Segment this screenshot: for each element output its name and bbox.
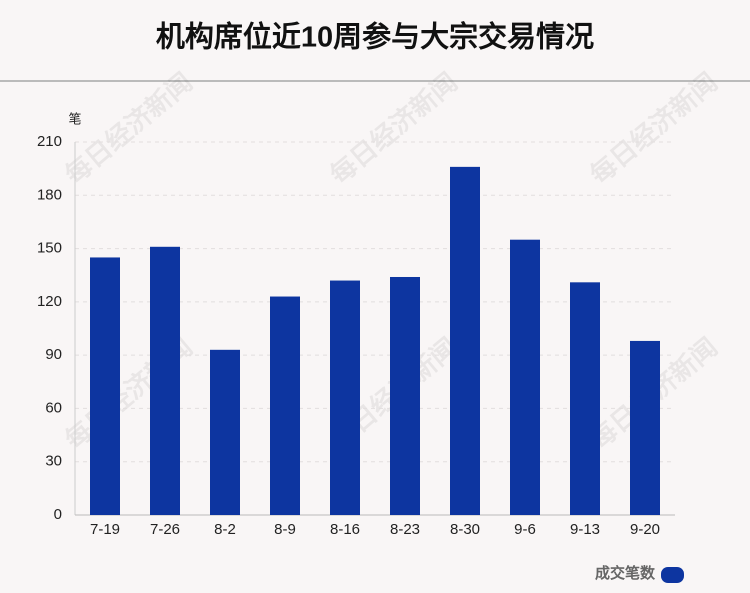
x-tick-label: 8-2 — [214, 521, 236, 538]
legend-swatch — [661, 567, 684, 583]
y-tick-label: 180 — [37, 186, 62, 203]
y-tick-label: 60 — [45, 399, 62, 416]
x-tick-label: 8-23 — [390, 521, 420, 538]
legend-label: 成交笔数 — [595, 564, 656, 582]
bar — [510, 239, 540, 515]
bar — [270, 296, 300, 515]
y-axis-unit: 笔 — [68, 111, 81, 126]
x-tick-label: 8-9 — [274, 521, 296, 538]
y-tick-label: 0 — [54, 506, 62, 523]
x-tick-label: 8-30 — [450, 521, 480, 538]
x-tick-label: 7-26 — [150, 521, 180, 538]
chart-title: 机构席位近10周参与大宗交易情况 — [156, 20, 594, 54]
y-tick-label: 30 — [45, 453, 62, 470]
y-tick-label: 120 — [37, 293, 62, 310]
x-tick-label: 7-19 — [90, 521, 120, 538]
bar — [630, 340, 660, 515]
bar — [150, 246, 180, 516]
x-tick-label: 9-13 — [570, 521, 600, 538]
y-tick-label: 90 — [45, 346, 62, 363]
bar — [570, 282, 600, 515]
x-tick-label: 9-6 — [514, 521, 536, 538]
x-tick-label: 9-20 — [630, 521, 660, 538]
bar — [390, 276, 420, 515]
y-tick-label: 210 — [37, 133, 62, 150]
bar — [90, 257, 120, 515]
bar — [210, 349, 240, 515]
bar — [330, 280, 360, 515]
y-tick-label: 150 — [37, 240, 62, 257]
x-tick-label: 8-16 — [330, 521, 360, 538]
bar — [450, 166, 480, 515]
